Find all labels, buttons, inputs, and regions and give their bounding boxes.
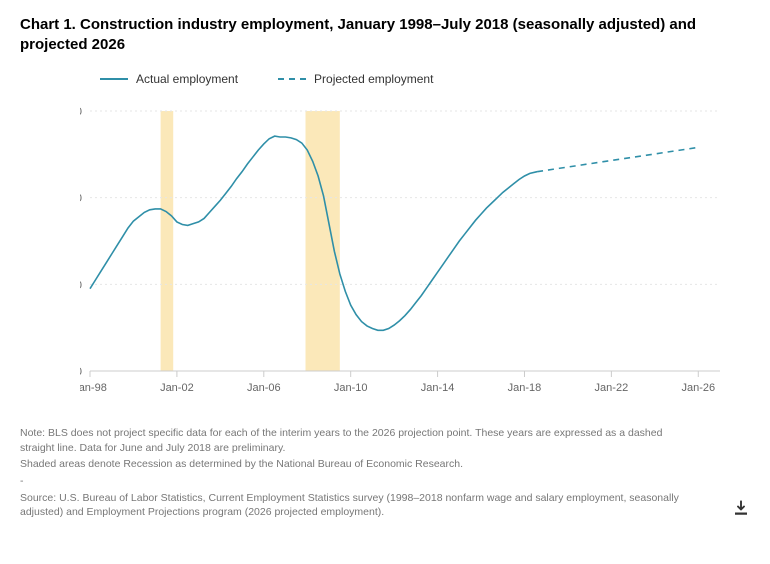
y-tick-label: 8,000,000 <box>80 106 82 118</box>
x-tick-label: Jan-18 <box>508 382 542 394</box>
recession-band <box>306 111 340 371</box>
x-tick-label: Jan-14 <box>421 382 455 394</box>
legend-item-projected: Projected employment <box>278 72 433 86</box>
legend-item-actual: Actual employment <box>100 72 238 86</box>
y-tick-label: 7,000,000 <box>80 193 82 205</box>
chart-title: Chart 1. Construction industry employmen… <box>20 15 750 54</box>
legend-label-actual: Actual employment <box>136 72 238 86</box>
x-tick-label: Jan-22 <box>595 382 629 394</box>
y-tick-label: 5,000,000 <box>80 366 82 378</box>
note-line: Shaded areas denote Recession as determi… <box>20 457 680 472</box>
note-line: Source: U.S. Bureau of Labor Statistics,… <box>20 491 680 520</box>
line-chart: 5,000,000 6,000,000 7,000,000 8,000,000 Jan-… <box>80 101 730 401</box>
series-projected <box>537 147 698 171</box>
x-tick-label: Jan-10 <box>334 382 368 394</box>
x-tick-label: Jan-06 <box>247 382 281 394</box>
legend: Actual employment Projected employment <box>100 72 750 86</box>
x-tick-label: Jan-98 <box>80 382 107 394</box>
note-line: - <box>20 474 680 489</box>
legend-label-projected: Projected employment <box>314 72 433 86</box>
recession-band <box>161 111 174 371</box>
legend-swatch-solid <box>100 78 128 80</box>
chart-notes: Note: BLS does not project specific data… <box>20 426 680 520</box>
download-icon[interactable] <box>732 499 750 517</box>
y-tick-label: 6,000,000 <box>80 279 82 291</box>
chart-area: 5,000,000 6,000,000 7,000,000 8,000,000 Jan-… <box>80 101 750 406</box>
legend-swatch-dashed <box>278 78 306 80</box>
x-tick-label: Jan-02 <box>160 382 194 394</box>
x-tick-label: Jan-26 <box>681 382 715 394</box>
note-line: Note: BLS does not project specific data… <box>20 426 680 455</box>
